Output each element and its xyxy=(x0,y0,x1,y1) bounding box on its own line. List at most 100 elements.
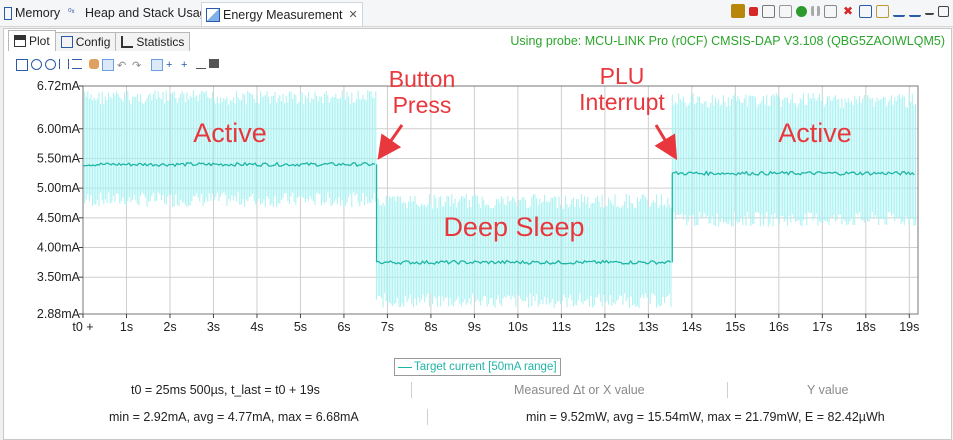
y-value-label: Y value xyxy=(807,383,849,397)
y-axis-ticks: 6.72mA 6.00mA 5.50mA 5.00mA 4.50mA 4.00mA 3.50… xyxy=(37,79,83,321)
current-stats: min = 2.92mA, avg = 4.77mA, max = 6.68mA xyxy=(109,410,359,424)
clear-icon[interactable] xyxy=(824,4,837,18)
y-tick-label: 4.00mA xyxy=(37,241,81,255)
chart2-icon[interactable] xyxy=(909,5,921,17)
energy-icon xyxy=(206,7,220,22)
legend-line-icon xyxy=(398,366,412,368)
minimize-icon[interactable] xyxy=(925,7,934,15)
power-stats: min = 9.52mW, avg = 15.54mW, max = 21.79… xyxy=(526,410,885,424)
plot-icon xyxy=(14,35,26,47)
x-axis-ticks: t0 + 1s 2s 3s 4s 5s 6s 7s 8s 9s 10s 11s 12s 13s 14s 15s… xyxy=(72,314,919,334)
x-tick-label: 1s xyxy=(120,320,133,334)
time-info: t0 = 25ms 500µs, t_last = t0 + 19s xyxy=(131,383,320,397)
stats-divider xyxy=(427,409,428,425)
close-icon[interactable]: ✕ xyxy=(348,9,358,21)
x-tick-label: 5s xyxy=(294,320,307,334)
tab-memory[interactable]: Memory xyxy=(4,3,60,23)
subtab-plot-label: Plot xyxy=(29,34,50,48)
y-tick-label: 2.88mA xyxy=(37,307,81,321)
plot-border xyxy=(82,85,919,315)
play-icon[interactable] xyxy=(796,5,807,17)
subtab-config[interactable]: Config xyxy=(54,32,117,51)
subtab-bar: Plot Config Statistics xyxy=(8,30,191,52)
stop-icon[interactable] xyxy=(749,6,758,16)
undo-icon[interactable]: ↶ xyxy=(117,60,127,72)
statistics-icon xyxy=(121,36,134,48)
annotation-button-press: Button xyxy=(389,66,456,92)
x-tick-label: 11s xyxy=(552,320,571,334)
y-tick-label: 5.00mA xyxy=(37,181,81,195)
tab-memory-label: Memory xyxy=(15,6,61,20)
x-tick-label: 16s xyxy=(769,320,789,334)
annotation-plu-interrupt: PLU xyxy=(600,63,645,89)
zoom-x-icon[interactable] xyxy=(59,59,69,69)
band-segment-2 xyxy=(671,93,916,227)
x-tick-label: 18s xyxy=(856,320,876,334)
x-tick-label: 9s xyxy=(468,320,481,334)
redo-icon[interactable]: ↷ xyxy=(132,60,142,72)
x-tick-label: 7s xyxy=(381,320,394,334)
arrow-button-press xyxy=(377,124,404,160)
measured-label: Measured Δt or X value xyxy=(514,383,645,397)
x-tick-label: 12s xyxy=(595,320,615,334)
probe-icon[interactable] xyxy=(731,4,745,18)
marker-icon[interactable] xyxy=(151,59,163,71)
subtab-config-label: Config xyxy=(75,35,111,49)
pan-icon[interactable] xyxy=(89,59,99,69)
zoom-fit-icon[interactable] xyxy=(16,59,28,71)
save-icon[interactable] xyxy=(859,4,872,18)
x-tick-label: 13s xyxy=(638,320,658,334)
arrow-plu-interrupt xyxy=(654,124,678,161)
snapshot-icon[interactable] xyxy=(209,59,219,68)
crosshair-icon[interactable]: + xyxy=(166,59,173,71)
y-tick-label: 6.72mA xyxy=(37,79,81,93)
plot-legend: Target current [50mA range] xyxy=(394,358,561,376)
link-icon[interactable] xyxy=(779,4,792,18)
x-tick-label: 19s xyxy=(899,320,919,334)
legend-label: Target current [50mA range] xyxy=(414,361,557,373)
x-tick-label: 14s xyxy=(682,320,702,334)
zoom-y-icon[interactable] xyxy=(72,59,82,69)
x-tick-label: 8s xyxy=(424,320,437,334)
view-toolbar: ✖ xyxy=(731,4,949,18)
x-tick-label: 4s xyxy=(250,320,263,334)
probe-status: Using probe: MCU-LINK Pro (r0CF) CMSIS-D… xyxy=(510,34,945,48)
x-tick-label: 10s xyxy=(508,320,528,334)
subtab-statistics-label: Statistics xyxy=(136,35,185,49)
tab-energy-measurement[interactable]: Energy Measurement ✕ xyxy=(201,2,363,26)
plot-frame xyxy=(82,85,919,315)
config-icon xyxy=(60,36,73,48)
zoom-in-icon[interactable] xyxy=(31,59,42,70)
tab-heap-stack[interactable]: ⁰ˣ Heap and Stack Usage xyxy=(68,3,214,23)
y-tick-label: 3.50mA xyxy=(37,270,81,284)
y-tick-label: 4.50mA xyxy=(37,211,81,225)
plot-toolbar: ↶ ↷ + + xyxy=(16,59,219,72)
x-tick-label: 3s xyxy=(207,320,220,334)
export-icon[interactable] xyxy=(762,4,775,18)
subtab-statistics[interactable]: Statistics xyxy=(115,32,191,51)
subtab-plot[interactable]: Plot xyxy=(8,30,56,51)
x-tick-label: 17s xyxy=(812,320,832,334)
select-icon[interactable] xyxy=(102,59,114,71)
annotation-plu-interrupt: Interrupt xyxy=(579,89,665,115)
chart-icon[interactable] xyxy=(893,5,905,17)
y-tick-label: 5.50mA xyxy=(37,151,81,165)
maximize-icon[interactable] xyxy=(938,5,949,17)
settings-icon[interactable] xyxy=(876,4,889,18)
current-mean-line xyxy=(82,161,915,266)
mean-segment-2 xyxy=(672,170,915,177)
remove-icon[interactable]: ✖ xyxy=(842,4,854,18)
tab-heap-stack-label: Heap and Stack Usage xyxy=(85,6,214,20)
x-tick-label: t0 + xyxy=(72,320,93,334)
mean-segment-0 xyxy=(82,161,376,168)
mean-segment-1 xyxy=(376,259,672,266)
annotation-active-left: Active xyxy=(193,118,267,148)
zoom-out-icon[interactable] xyxy=(45,59,56,70)
pause-icon[interactable] xyxy=(811,6,820,16)
crosshair2-icon[interactable]: + xyxy=(181,59,188,71)
measure-icon[interactable] xyxy=(196,59,206,69)
editor-tab-bar: Memory ⁰ˣ Heap and Stack Usage Energy Me… xyxy=(0,0,953,27)
memory-icon xyxy=(4,6,12,20)
